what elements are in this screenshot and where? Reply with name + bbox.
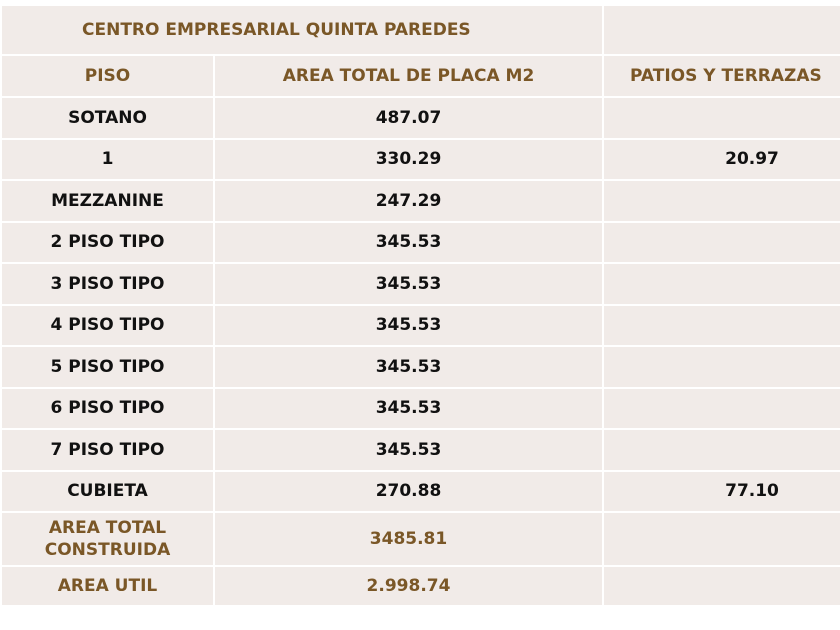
- cell-area: 487.07: [213, 96, 604, 140]
- cell-area: 345.53: [213, 386, 604, 430]
- cell-area: 345.53: [213, 303, 604, 347]
- cell-patios: [602, 220, 840, 264]
- floor-area-table-container: CENTRO EMPRESARIAL QUINTA PAREDES PISO A…: [0, 4, 840, 618]
- total-value: 3485.81: [213, 511, 604, 567]
- cell-patios: 77.10: [602, 469, 840, 513]
- cell-area: 247.29: [213, 179, 604, 223]
- cell-area: 345.53: [213, 345, 604, 389]
- cell-area: 330.29: [213, 137, 604, 181]
- cell-patios: 20.97: [602, 137, 840, 181]
- header-area: AREA TOTAL DE PLACA M2: [213, 54, 604, 98]
- table-row: SOTANO 487.07: [0, 96, 840, 140]
- table-title: CENTRO EMPRESARIAL QUINTA PAREDES: [0, 4, 604, 56]
- table-row: CUBIETA 270.88 77.10: [0, 469, 840, 513]
- cell-patios: [602, 262, 840, 306]
- cell-patios: [602, 345, 840, 389]
- cell-area: 345.53: [213, 220, 604, 264]
- header-piso: PISO: [0, 54, 215, 98]
- table-row: 2 PISO TIPO 345.53: [0, 220, 840, 264]
- total-row: AREA TOTAL CONSTRUIDA 3485.81: [0, 511, 840, 567]
- table-row: 4 PISO TIPO 345.53: [0, 303, 840, 347]
- cell-area: 345.53: [213, 262, 604, 306]
- table-row: 3 PISO TIPO 345.53: [0, 262, 840, 306]
- util-empty-cell: [602, 565, 840, 607]
- util-value: 2.998.74: [213, 565, 604, 607]
- table-row: 6 PISO TIPO 345.53: [0, 386, 840, 430]
- cell-patios: [602, 386, 840, 430]
- cell-patios: [602, 303, 840, 347]
- cell-area: 270.88: [213, 469, 604, 513]
- total-label: AREA TOTAL CONSTRUIDA: [0, 511, 215, 567]
- header-patios: PATIOS Y TERRAZAS: [602, 54, 840, 98]
- header-row: PISO AREA TOTAL DE PLACA M2 PATIOS Y TER…: [0, 54, 840, 98]
- cell-patios: [602, 96, 840, 140]
- title-row-empty-cell: [602, 4, 840, 56]
- cell-piso: 6 PISO TIPO: [0, 386, 215, 430]
- cell-area: 345.53: [213, 428, 604, 472]
- floor-area-table: CENTRO EMPRESARIAL QUINTA PAREDES PISO A…: [0, 4, 840, 607]
- table-row: 1 330.29 20.97: [0, 137, 840, 181]
- table-row: MEZZANINE 247.29: [0, 179, 840, 223]
- cell-piso: CUBIETA: [0, 469, 215, 513]
- cell-piso: MEZZANINE: [0, 179, 215, 223]
- cell-piso: 7 PISO TIPO: [0, 428, 215, 472]
- cell-piso: 3 PISO TIPO: [0, 262, 215, 306]
- cell-patios: [602, 428, 840, 472]
- cell-piso: 5 PISO TIPO: [0, 345, 215, 389]
- util-label: AREA UTIL: [0, 565, 215, 607]
- total-label-line1: AREA TOTAL: [48, 518, 167, 538]
- total-empty-cell: [602, 511, 840, 567]
- cell-piso: 1: [0, 137, 215, 181]
- total-label-line2: CONSTRUIDA: [44, 540, 171, 560]
- title-row: CENTRO EMPRESARIAL QUINTA PAREDES: [0, 4, 840, 56]
- cell-patios: [602, 179, 840, 223]
- util-row: AREA UTIL 2.998.74: [0, 565, 840, 607]
- cell-piso: SOTANO: [0, 96, 215, 140]
- cell-piso: 2 PISO TIPO: [0, 220, 215, 264]
- table-row: 5 PISO TIPO 345.53: [0, 345, 840, 389]
- cell-piso: 4 PISO TIPO: [0, 303, 215, 347]
- table-row: 7 PISO TIPO 345.53: [0, 428, 840, 472]
